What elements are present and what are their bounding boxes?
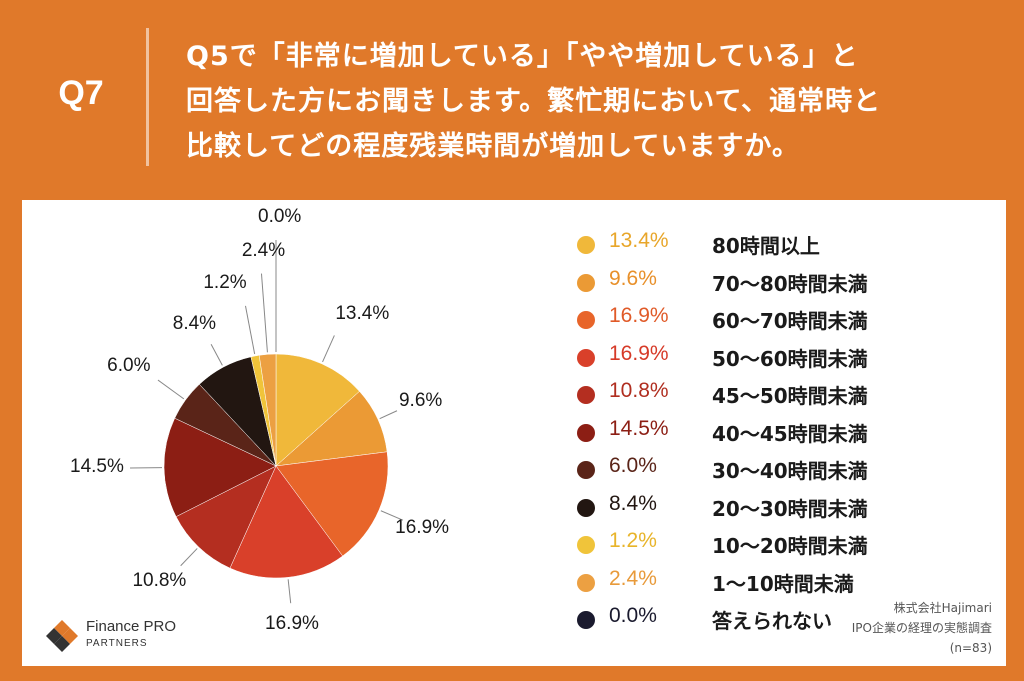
legend-category: 70〜80時間未満 xyxy=(712,271,868,296)
legend-value: 6.0% xyxy=(609,454,657,477)
legend-swatch xyxy=(577,423,595,442)
legend-swatch xyxy=(577,273,595,292)
question-line: 回答した方にお聞きします。繁忙期において、通常時と xyxy=(186,86,882,117)
leader-line xyxy=(180,548,198,567)
pie-chart xyxy=(130,240,404,604)
slice-value-label: 16.9% xyxy=(265,613,319,635)
legend-category: 60〜70時間未満 xyxy=(712,309,868,333)
slice-value-label: 2.4% xyxy=(241,239,286,261)
legend-item: 2.4% 1〜10時間未満 xyxy=(577,566,917,604)
legend-value: 16.9% xyxy=(609,341,669,365)
logo-sub: PARTNERS xyxy=(86,638,148,649)
slice-value-label: 0.0% xyxy=(258,206,302,227)
pie-slice xyxy=(275,451,389,557)
legend-item: 1.2% 10〜20時間未満 xyxy=(577,528,917,566)
legend-item: 8.4% 20〜30時間未満 xyxy=(577,491,917,529)
legend-value: 16.9% xyxy=(609,304,669,327)
slice-value-label: 14.5% xyxy=(70,456,124,478)
logo-name: Finance PRO xyxy=(86,618,177,635)
legend-item: 13.4% 80時間以上 xyxy=(577,228,917,266)
logo-mark-icon xyxy=(46,620,78,652)
leader-line xyxy=(379,410,398,420)
slice-value-label: 16.9% xyxy=(395,516,450,538)
legend-item: 0.0% 答えられない xyxy=(577,603,917,641)
source-note: 株式会社Hajimari IPO企業の経理の実態調査 (n=83) xyxy=(852,598,992,658)
legend-swatch xyxy=(577,311,595,329)
legend-item: 14.5% 40〜45時間未満 xyxy=(577,416,917,454)
legend-value: 2.4% xyxy=(609,566,657,590)
legend-value: 1.2% xyxy=(609,529,657,552)
legend-item: 16.9% 50〜60時間未満 xyxy=(577,341,917,379)
legend-category: 50〜60時間未満 xyxy=(712,346,868,371)
slice-value-label: 6.0% xyxy=(107,355,151,377)
header-divider xyxy=(146,28,149,166)
chart-panel: 13.4% 9.6% 16.9% 16.9% 10.8% 14.5% 6.0% 8.4% 1.2… xyxy=(22,200,1006,666)
legend-value: 0.0% xyxy=(609,604,657,627)
legend-swatch xyxy=(577,386,595,404)
legend-swatch xyxy=(577,348,595,367)
leader-line xyxy=(260,273,268,353)
slice-value-label: 10.8% xyxy=(132,569,187,591)
legend-category: 20〜30時間未満 xyxy=(712,496,868,521)
leader-line xyxy=(244,305,256,355)
slice-value-label: 1.2% xyxy=(203,272,247,294)
pie-slice xyxy=(258,353,277,467)
question-line: 比較してどの程度残業時間が増加していますか。 xyxy=(186,131,800,162)
legend-swatch xyxy=(577,236,595,254)
question-number: Q7 xyxy=(58,74,104,112)
slice-value-label: 9.6% xyxy=(398,389,443,411)
pie-slice xyxy=(163,417,277,517)
leader-line xyxy=(380,510,404,521)
logo: Finance PRO PARTNERS xyxy=(44,618,184,654)
legend-category: 40〜45時間未満 xyxy=(712,421,868,446)
pie-slice xyxy=(175,465,277,569)
legend-category: 1〜10時間未満 xyxy=(712,571,854,596)
legend-category: 45〜50時間未満 xyxy=(712,384,868,408)
legend-item: 9.6% 70〜80時間未満 xyxy=(577,266,917,304)
leader-line xyxy=(322,335,335,363)
legend-swatch xyxy=(577,611,595,629)
source-line: (n=83) xyxy=(949,641,992,655)
leader-line xyxy=(157,379,185,400)
legend-swatch xyxy=(577,461,595,479)
legend: 13.4% 80時間以上 9.6% 70〜80時間未満 16.9% 60〜70時間未満 16… xyxy=(577,228,917,641)
pie-slice xyxy=(275,353,360,467)
source-line: 株式会社Hajimari xyxy=(893,601,992,615)
leader-line xyxy=(287,579,292,604)
question-line: Q5で「非常に増加している」「やや増加している」と xyxy=(186,41,859,72)
legend-swatch xyxy=(577,498,595,517)
pie-slice xyxy=(229,465,343,579)
legend-item: 6.0% 30〜40時間未満 xyxy=(577,453,917,491)
question-text: Q5で「非常に増加している」「やや増加している」と 回答した方にお聞きします。繁… xyxy=(186,34,986,169)
legend-category: 答えられない xyxy=(712,609,832,633)
legend-swatch xyxy=(577,536,595,554)
legend-value: 8.4% xyxy=(609,491,657,515)
legend-value: 13.4% xyxy=(609,229,669,252)
leader-line xyxy=(210,343,223,366)
legend-item: 16.9% 60〜70時間未満 xyxy=(577,303,917,341)
legend-category: 30〜40時間未満 xyxy=(712,459,868,483)
legend-swatch xyxy=(577,573,595,592)
legend-value: 14.5% xyxy=(609,416,669,440)
header: Q7 Q5で「非常に増加している」「やや増加している」と 回答した方にお聞きしま… xyxy=(0,0,1024,196)
source-line: IPO企業の経理の実態調査 xyxy=(851,621,992,635)
legend-category: 10〜20時間未満 xyxy=(712,534,868,558)
legend-value: 9.6% xyxy=(609,266,657,290)
slice-value-label: 13.4% xyxy=(335,303,390,325)
legend-category: 80時間以上 xyxy=(712,234,820,258)
legend-item: 10.8% 45〜50時間未満 xyxy=(577,378,917,416)
slice-value-label: 8.4% xyxy=(172,312,217,334)
legend-value: 10.8% xyxy=(609,379,669,402)
